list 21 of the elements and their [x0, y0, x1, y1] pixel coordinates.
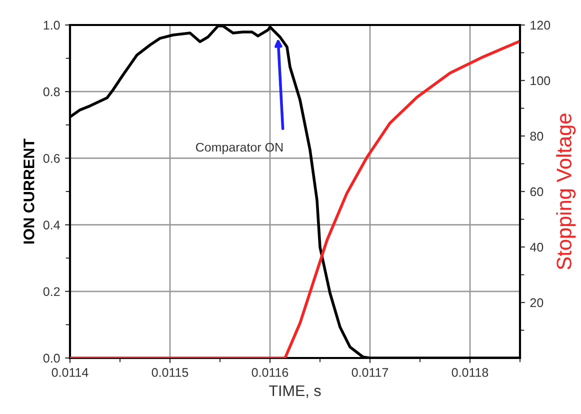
x-tick-label: 0.0117 [352, 368, 388, 377]
y-tick-label: 0.0 [43, 354, 60, 363]
y2-tick-label: 120 [530, 20, 550, 30]
y2-axis-title: Stopping Voltage [556, 114, 576, 270]
y-tick-label: 0.4 [43, 220, 60, 230]
x-tick-label: 0.0118 [452, 368, 488, 377]
y-tick-label: 0.2 [43, 287, 60, 296]
x-tick-label: 0.0114 [52, 368, 88, 377]
y-tick-label: 0.8 [43, 87, 60, 96]
y-tick-label: 0.6 [43, 154, 60, 163]
y2-tick-label: 20 [530, 298, 544, 308]
y2-tick-label: 80 [530, 132, 544, 141]
x-tick-label: 0.0115 [152, 368, 188, 377]
y-tick-label: 1.0 [44, 20, 60, 30]
y2-tick-label: 100 [530, 76, 550, 86]
annotation: Comparator ON [196, 142, 283, 154]
x-tick-label: 0.0116 [252, 368, 288, 377]
y2-tick-label: 60 [530, 187, 544, 196]
x-axis-title: TIME, s [269, 385, 321, 398]
y2-tick-label: 40 [530, 242, 544, 252]
y-axis-title: ION CURRENT [24, 138, 34, 244]
